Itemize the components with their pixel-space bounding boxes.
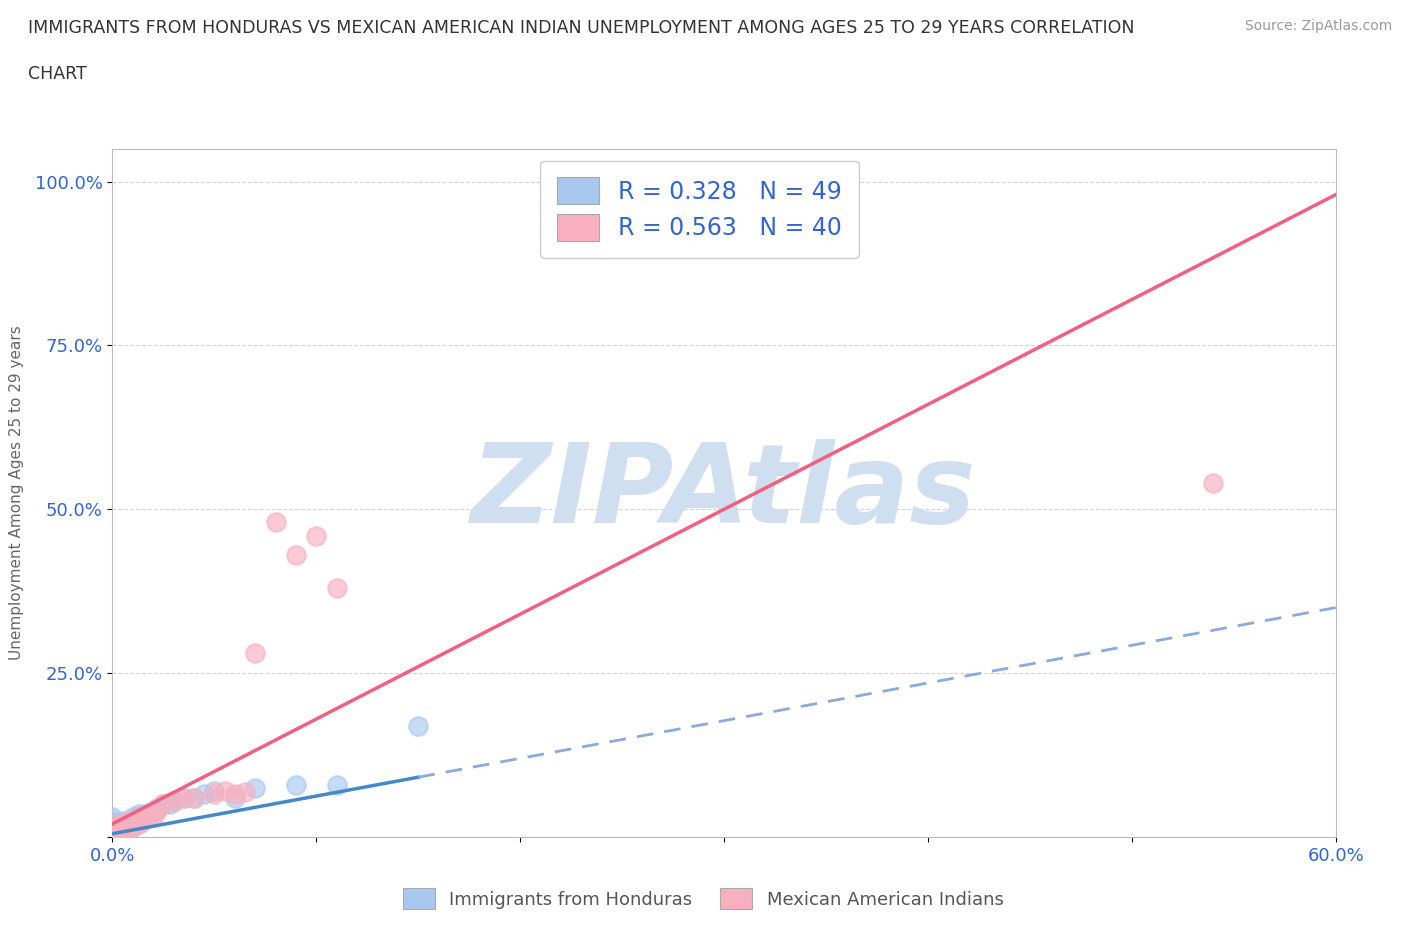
Point [105,823,128,838]
Point [110,819,132,834]
Point [101,826,124,841]
Point [224,787,246,802]
Point [326,580,349,595]
Point [101,819,124,834]
Point [101,810,124,825]
Point [245,780,267,795]
Point [111,819,134,834]
Point [111,823,134,838]
Point [122,813,145,828]
Y-axis label: Unemployment Among Ages 25 to 29 years: Unemployment Among Ages 25 to 29 years [8,326,24,660]
Text: Source: ZipAtlas.com: Source: ZipAtlas.com [1244,19,1392,33]
Point [101,826,124,841]
Legend: Immigrants from Honduras, Mexican American Indians: Immigrants from Honduras, Mexican Americ… [395,881,1011,916]
Legend: R = 0.328   N = 49, R = 0.563   N = 40: R = 0.328 N = 49, R = 0.563 N = 40 [540,161,859,258]
Point [326,777,349,792]
Point [1202,475,1225,490]
Point [101,823,124,838]
Point [146,800,169,815]
Point [101,817,124,831]
Point [101,813,124,828]
Point [128,806,150,821]
Point [163,793,186,808]
Point [101,823,124,838]
Point [105,826,128,841]
Point [107,824,129,839]
Point [152,797,174,812]
Point [122,819,145,834]
Point [193,787,215,802]
Point [115,822,138,837]
Point [107,819,129,834]
Point [111,823,134,838]
Point [245,646,267,661]
Point [111,817,134,831]
Point [305,528,328,543]
Point [115,815,138,830]
Point [115,822,138,837]
Point [114,823,136,838]
Point [224,790,246,805]
Point [152,797,174,812]
Point [408,718,430,733]
Text: CHART: CHART [28,65,87,83]
Point [142,810,165,825]
Point [125,813,148,828]
Point [183,790,205,805]
Point [125,813,148,828]
Point [114,819,136,834]
Point [118,813,141,828]
Point [110,822,132,837]
Point [284,777,308,792]
Point [110,817,132,832]
Point [122,810,145,825]
Point [146,804,169,818]
Point [138,806,160,821]
Point [159,797,181,812]
Point [128,813,150,828]
Point [132,810,155,825]
Point [134,810,156,825]
Point [204,784,226,799]
Point [124,817,146,831]
Text: ZIPAtlas: ZIPAtlas [471,439,977,547]
Point [214,784,236,799]
Point [204,787,226,802]
Point [173,790,195,805]
Point [134,806,156,821]
Point [284,548,308,563]
Point [129,810,152,825]
Point [118,819,141,834]
Point [125,810,148,825]
Point [173,790,195,805]
Point [105,817,128,831]
Point [122,819,145,834]
Point [124,817,146,831]
Point [142,804,165,818]
Point [132,813,155,828]
Point [138,810,160,825]
Point [122,817,145,831]
Point [107,823,129,838]
Point [128,817,150,831]
Point [183,790,205,805]
Point [120,817,142,832]
Point [118,817,141,831]
Text: IMMIGRANTS FROM HONDURAS VS MEXICAN AMERICAN INDIAN UNEMPLOYMENT AMONG AGES 25 T: IMMIGRANTS FROM HONDURAS VS MEXICAN AMER… [28,19,1135,36]
Point [105,824,128,839]
Point [114,817,136,831]
Point [129,810,152,825]
Point [233,785,256,800]
Point [103,826,125,841]
Point [118,819,141,834]
Point [163,793,186,808]
Point [264,515,287,530]
Point [120,813,142,828]
Point [101,817,124,831]
Point [110,822,132,837]
Point [111,813,134,828]
